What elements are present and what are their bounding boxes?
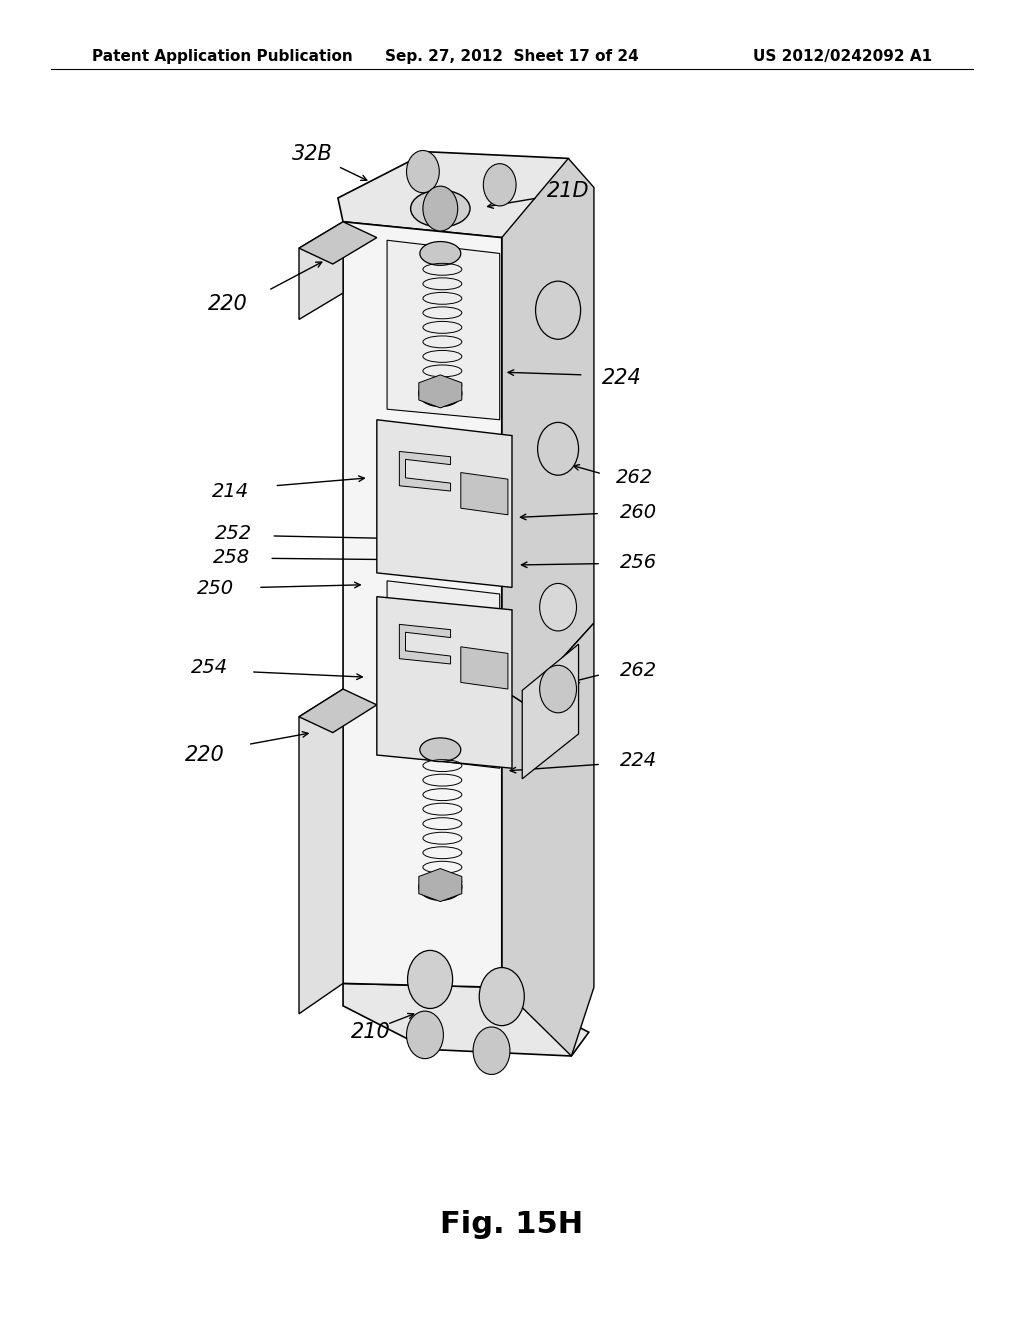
Text: US 2012/0242092 A1: US 2012/0242092 A1 xyxy=(753,49,932,65)
Ellipse shape xyxy=(483,164,516,206)
Polygon shape xyxy=(399,451,451,491)
Polygon shape xyxy=(461,473,508,515)
Text: 252: 252 xyxy=(215,524,252,543)
Text: 254: 254 xyxy=(191,659,228,677)
Polygon shape xyxy=(338,152,586,238)
Polygon shape xyxy=(299,222,377,264)
Text: 21D: 21D xyxy=(547,181,590,202)
Ellipse shape xyxy=(538,422,579,475)
Polygon shape xyxy=(387,240,500,420)
Polygon shape xyxy=(299,222,343,319)
Text: 260: 260 xyxy=(621,503,657,521)
Polygon shape xyxy=(399,624,451,664)
Ellipse shape xyxy=(479,968,524,1026)
Ellipse shape xyxy=(536,281,581,339)
Text: 210: 210 xyxy=(351,1022,390,1043)
Polygon shape xyxy=(377,597,512,768)
Text: 220: 220 xyxy=(208,293,247,314)
Text: 256: 256 xyxy=(621,553,657,572)
Text: 32B: 32B xyxy=(292,144,333,165)
Ellipse shape xyxy=(420,738,461,762)
Polygon shape xyxy=(419,869,462,902)
Text: 214: 214 xyxy=(212,482,249,500)
Text: 224: 224 xyxy=(621,751,657,770)
Text: 250: 250 xyxy=(197,579,233,598)
Ellipse shape xyxy=(473,1027,510,1074)
Polygon shape xyxy=(387,581,500,768)
Ellipse shape xyxy=(540,665,577,713)
Polygon shape xyxy=(377,420,512,587)
Polygon shape xyxy=(502,623,594,1056)
Ellipse shape xyxy=(407,1011,443,1059)
Text: 262: 262 xyxy=(621,661,657,680)
Polygon shape xyxy=(299,689,343,1014)
Ellipse shape xyxy=(411,190,470,227)
Polygon shape xyxy=(299,689,377,733)
Polygon shape xyxy=(343,222,502,987)
Ellipse shape xyxy=(408,950,453,1008)
Ellipse shape xyxy=(419,874,462,900)
Ellipse shape xyxy=(423,186,458,231)
Text: 258: 258 xyxy=(213,548,250,566)
Text: 220: 220 xyxy=(185,744,224,766)
Text: 262: 262 xyxy=(616,469,653,487)
Ellipse shape xyxy=(419,380,462,407)
Polygon shape xyxy=(419,375,462,408)
Ellipse shape xyxy=(420,242,461,265)
Ellipse shape xyxy=(407,150,439,193)
Text: 224: 224 xyxy=(602,367,641,388)
Polygon shape xyxy=(343,983,589,1056)
Text: Patent Application Publication: Patent Application Publication xyxy=(92,49,353,65)
Text: Sep. 27, 2012  Sheet 17 of 24: Sep. 27, 2012 Sheet 17 of 24 xyxy=(385,49,639,65)
Polygon shape xyxy=(502,158,594,702)
Ellipse shape xyxy=(540,583,577,631)
Text: Fig. 15H: Fig. 15H xyxy=(440,1210,584,1239)
Polygon shape xyxy=(461,647,508,689)
Polygon shape xyxy=(522,644,579,779)
